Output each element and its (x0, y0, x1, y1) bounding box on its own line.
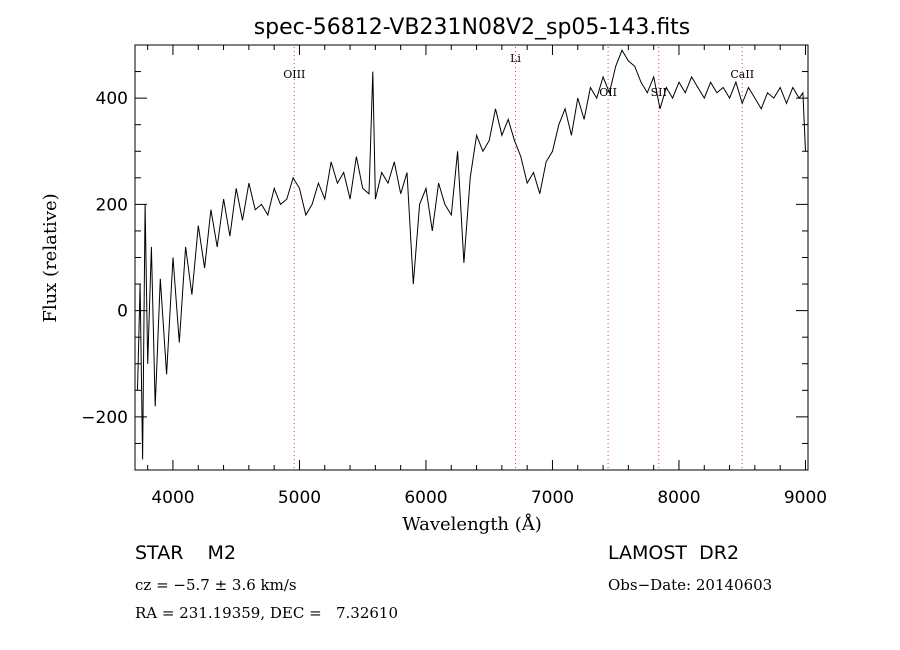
line-label-oiii: OIII (283, 68, 305, 81)
survey-name: LAMOST DR2 (608, 542, 740, 564)
y-tick-label: 200 (96, 195, 128, 215)
chart-title: spec-56812-VB231N08V2_sp05-143.fits (254, 15, 691, 40)
line-label-caii: CaII (730, 68, 754, 81)
x-tick-label: 6000 (404, 488, 447, 508)
line-label-oii: OII (599, 86, 617, 99)
object-class: STAR M2 (135, 542, 237, 564)
observation-date: Obs−Date: 20140603 (608, 576, 773, 594)
y-tick-label: 400 (96, 89, 128, 109)
x-tick-label: 5000 (278, 488, 321, 508)
spectrum-line (137, 49, 806, 460)
x-tick-label: 4000 (151, 488, 194, 508)
y-tick-label: 0 (117, 302, 128, 322)
y-axis-label: Flux (relative) (40, 193, 61, 322)
x-tick-label: 8000 (657, 488, 700, 508)
redshift-velocity: cz = −5.7 ± 3.6 km/s (135, 576, 297, 594)
x-tick-label: 9000 (784, 488, 827, 508)
line-label-li: Li (510, 52, 521, 65)
x-tick-label: 7000 (531, 488, 574, 508)
coordinates: RA = 231.19359, DEC = 7.32610 (135, 604, 399, 622)
emission-line-markers: OIII Li OII SII CaII (283, 47, 754, 468)
x-axis-label: Wavelength (Å) (402, 513, 542, 535)
line-label-sii: SII (651, 86, 667, 99)
x-axis: 4000 5000 6000 7000 8000 9000 (147, 45, 827, 508)
y-axis: −200 0 200 400 (81, 44, 808, 471)
y-tick-label: −200 (81, 408, 128, 428)
plot-frame (134, 44, 809, 471)
